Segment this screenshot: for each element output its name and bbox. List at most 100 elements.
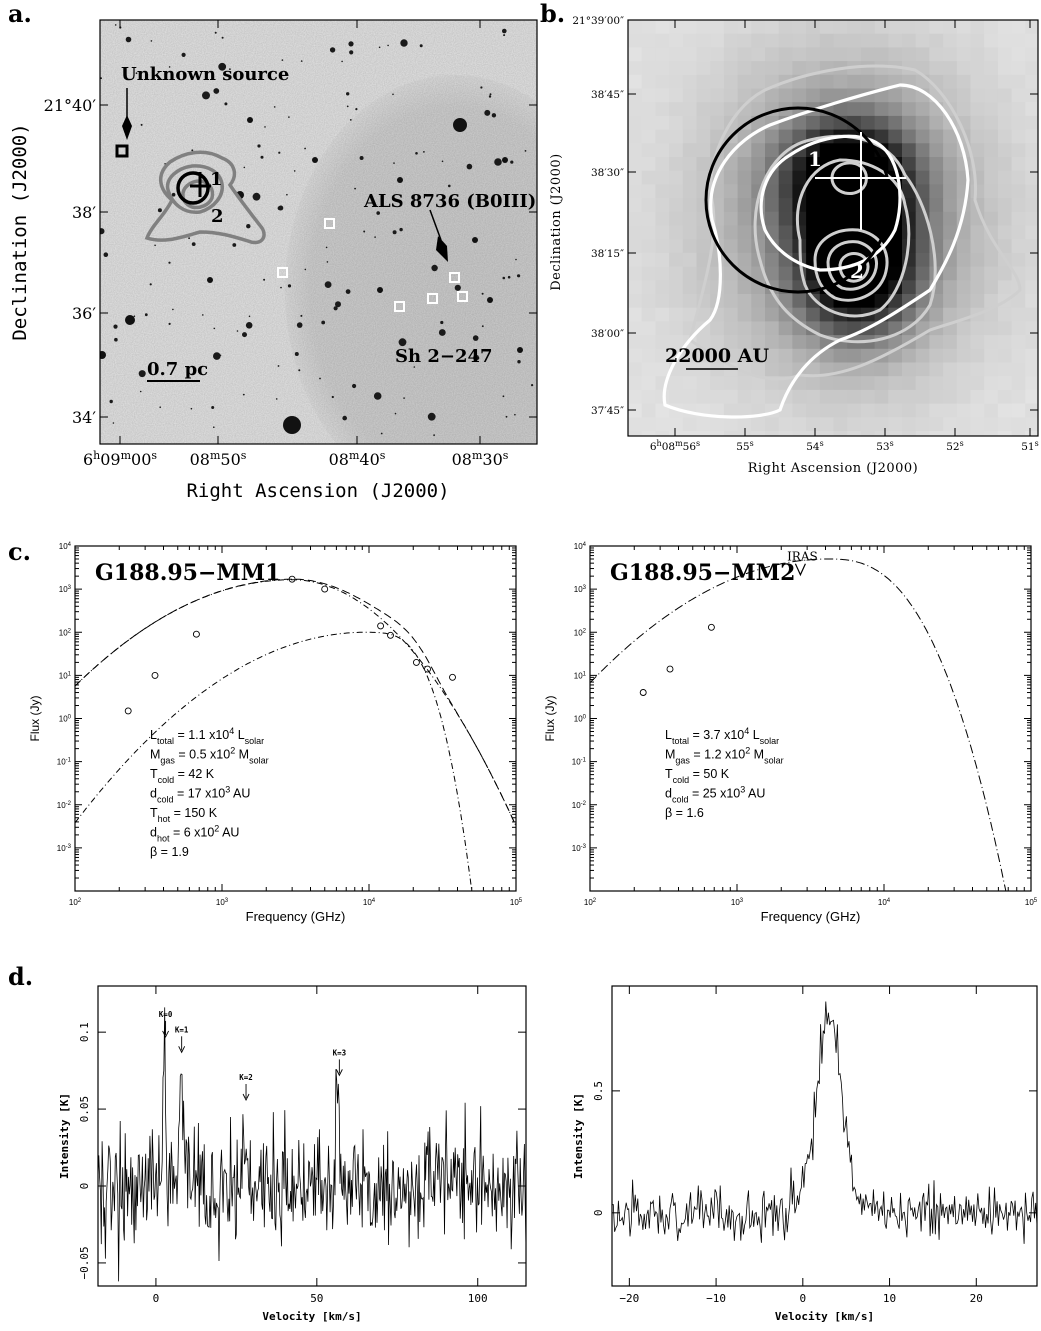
map-pixel [874, 47, 889, 62]
map-pixel [819, 321, 834, 336]
map-pixel [970, 184, 985, 199]
map-pixel [655, 129, 670, 144]
star [125, 36, 132, 43]
model-mm2 [590, 558, 1007, 891]
map-pixel [860, 403, 876, 418]
map-pixel [956, 376, 971, 391]
xtick-label: 102 [584, 898, 597, 907]
star [387, 44, 389, 47]
ytick-label: 36′ [72, 304, 96, 323]
map-pixel [819, 294, 834, 309]
xtick-label: 105 [1025, 898, 1038, 907]
map-pixel [710, 280, 725, 295]
map-pixel [669, 335, 684, 350]
ytick-label: 38′30″ [591, 167, 624, 179]
map-pixel [696, 417, 711, 432]
map-pixel [641, 47, 656, 62]
map-pixel [819, 20, 834, 35]
model-parameter: Ltotal = 3.7 x104 Lsolar [665, 726, 779, 746]
als-arrow [429, 209, 448, 262]
map-pixel [984, 266, 999, 281]
star [423, 151, 425, 153]
map-pixel [696, 88, 711, 103]
map-pixel [888, 102, 903, 117]
iras-upper-limit [794, 563, 806, 577]
map-pixel [956, 266, 971, 281]
star [246, 224, 251, 229]
star [359, 156, 364, 160]
map-pixel [696, 143, 711, 158]
star [172, 308, 174, 311]
map-pixel [833, 417, 848, 432]
k-component-arrowhead [162, 1030, 169, 1038]
map-pixel [970, 129, 985, 144]
map-pixel [888, 239, 903, 254]
map-pixel [765, 335, 780, 350]
map-pixel [737, 47, 752, 62]
spectrum-ylabel: Intensity [K] [572, 1093, 585, 1179]
map-pixel [970, 47, 985, 62]
map-pixel [778, 266, 793, 281]
map-pixel [833, 376, 848, 391]
map-pixel [833, 20, 848, 35]
star [397, 177, 403, 183]
map-pixel [806, 403, 821, 418]
map-pixel [682, 157, 697, 172]
map-pixel [723, 61, 739, 76]
map-pixel [737, 403, 752, 418]
map-pixel [943, 143, 958, 158]
map-pixel [970, 170, 985, 185]
star [221, 36, 224, 39]
map-pixel [915, 266, 930, 281]
map-pixel [723, 143, 739, 158]
map-pixel [641, 129, 656, 144]
star [242, 393, 245, 396]
map-pixel [1025, 431, 1038, 436]
map-pixel [819, 143, 834, 158]
map-pixel [641, 280, 656, 295]
map-pixel [956, 61, 971, 76]
xtick-label: 53s [876, 439, 893, 454]
map-pixel [915, 376, 930, 391]
map-pixel [641, 403, 656, 418]
map-pixel [628, 417, 643, 432]
map-pixel [778, 417, 793, 432]
map-pixel [943, 362, 958, 377]
map-pixel [737, 348, 752, 363]
map-pixel [929, 157, 944, 172]
star [348, 41, 354, 47]
star [125, 315, 135, 325]
model-parameter: Mgas = 1.2 x102 Msolar [665, 746, 784, 766]
map-pixel [929, 376, 944, 391]
map-pixel [833, 74, 848, 89]
star [133, 315, 136, 318]
star [352, 383, 357, 389]
map-pixel [819, 389, 834, 405]
map-pixel [655, 211, 670, 226]
map-pixel [915, 403, 930, 418]
map-pixel [997, 348, 1013, 363]
map-pixel [792, 33, 807, 48]
star [403, 397, 405, 399]
map-pixel [902, 389, 917, 405]
map-pixel [984, 20, 999, 35]
map-pixel [984, 431, 999, 436]
star [335, 301, 341, 308]
ytick-label: 102 [59, 628, 72, 637]
map-pixel [847, 115, 862, 131]
map-pixel [655, 266, 670, 281]
star [213, 327, 216, 330]
map-pixel [696, 307, 711, 322]
map-pixel [997, 403, 1013, 418]
map-pixel [984, 33, 999, 48]
map-pixel [1025, 115, 1038, 131]
map-pixel [682, 211, 697, 226]
star [300, 60, 303, 62]
map-pixel [682, 20, 697, 35]
star [377, 287, 383, 293]
map-pixel [943, 198, 958, 213]
map-pixel [696, 20, 711, 35]
map-pixel [682, 376, 697, 391]
map-pixel [1025, 376, 1038, 391]
map-pixel [751, 47, 766, 62]
